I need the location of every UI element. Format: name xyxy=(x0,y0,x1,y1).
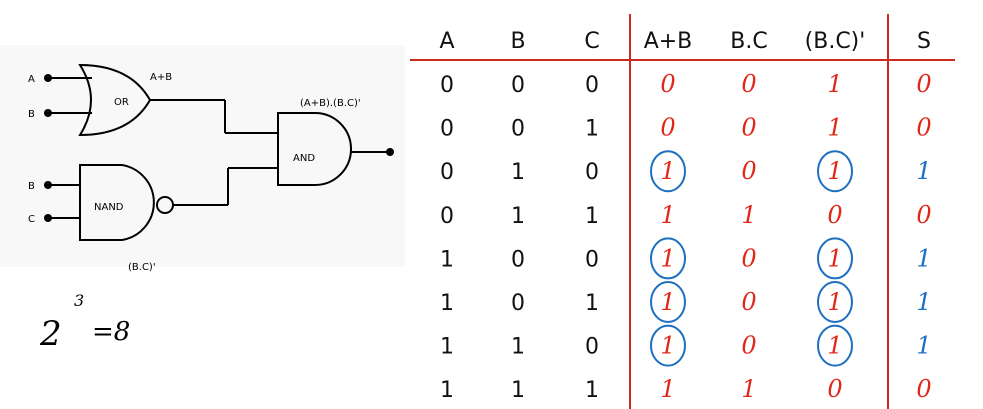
table-cell: 1 xyxy=(827,332,842,360)
table-cell: 1 xyxy=(440,291,454,316)
circuit-labels: A B B C OR NAND AND A+B (A+B).(B.C)' (B.… xyxy=(28,72,361,273)
table-cell: 1 xyxy=(585,117,599,142)
table-cell: 0 xyxy=(440,73,454,98)
table-cell: 1 xyxy=(511,378,525,403)
nand-gate xyxy=(79,164,155,241)
table-cell: 1 xyxy=(916,244,931,272)
header-cell: A+B xyxy=(644,29,693,54)
table-cell: 1 xyxy=(585,291,599,316)
signal-label: A+B xyxy=(150,72,172,83)
highlight-circle xyxy=(650,150,686,193)
table-cell: 0 xyxy=(660,114,675,142)
input-label: B xyxy=(28,109,35,120)
table-cell: 0 xyxy=(741,70,756,98)
highlight-circle xyxy=(650,237,686,280)
table-cell: 0 xyxy=(511,247,525,272)
table-cell: 0 xyxy=(585,73,599,98)
gate-label: NAND xyxy=(94,202,124,213)
note-result: =8 xyxy=(92,317,130,347)
table-cell: 0 xyxy=(440,204,454,229)
terminals xyxy=(44,74,394,222)
table-cell: 0 xyxy=(916,70,931,98)
table-cell: 0 xyxy=(585,335,599,360)
table-cell: 1 xyxy=(440,247,454,272)
signal-label: (A+B).(B.C)' xyxy=(300,98,361,109)
input-label: A xyxy=(28,74,35,85)
table-cell: 1 xyxy=(660,288,675,316)
table-cell: 0 xyxy=(916,201,931,229)
table-cell: 0 xyxy=(585,247,599,272)
table-cell: 1 xyxy=(916,332,931,360)
table-cell: 0 xyxy=(827,375,842,403)
table-cell: 1 xyxy=(660,375,675,403)
header-cell: B.C xyxy=(730,29,767,54)
table-cell: 0 xyxy=(440,117,454,142)
or-gate xyxy=(78,63,152,137)
table-cell: 0 xyxy=(741,157,756,185)
gate-label: AND xyxy=(293,153,315,164)
table-cell: 1 xyxy=(916,157,931,185)
truth-table: A B C A+B B.C (B.C)' S 0 0 0 0 0 1 0 0 0 1 0 0 1 0 0 1 0 1 0 1 1 0 1 1… xyxy=(439,29,931,403)
table-cell: 0 xyxy=(660,70,675,98)
highlight-circle xyxy=(817,281,853,323)
gate-label: OR xyxy=(114,97,129,108)
header-cell: B xyxy=(510,29,525,54)
table-cell: 0 xyxy=(916,114,931,142)
table-cell: 0 xyxy=(511,291,525,316)
table-cell: 1 xyxy=(741,201,756,229)
header-cell: (B.C)' xyxy=(805,29,866,54)
table-cell: 1 xyxy=(827,70,842,98)
table-cell: 1 xyxy=(660,244,675,272)
nand-bubble xyxy=(156,196,174,214)
note-base: 2 xyxy=(39,314,62,354)
table-cell: 1 xyxy=(827,244,842,272)
table-cell: 1 xyxy=(827,288,842,316)
table-rules xyxy=(410,14,955,409)
signal-label: (B.C)' xyxy=(128,262,156,273)
table-cell: 1 xyxy=(660,332,675,360)
highlight-circle xyxy=(650,281,686,323)
circuit-wires xyxy=(48,63,390,241)
table-cell: 1 xyxy=(511,160,525,185)
table-cell: 0 xyxy=(741,114,756,142)
input-label: C xyxy=(28,214,35,225)
table-cell: 1 xyxy=(511,335,525,360)
table-cell: 1 xyxy=(660,157,675,185)
table-cell: 0 xyxy=(741,332,756,360)
highlight-circle xyxy=(817,150,853,193)
input-label: B xyxy=(28,181,35,192)
table-cell: 0 xyxy=(440,160,454,185)
note-exponent: 3 xyxy=(74,291,84,310)
header-cell: S xyxy=(917,29,931,54)
and-gate xyxy=(277,112,352,186)
table-cell: 1 xyxy=(585,378,599,403)
note: 2 3 =8 xyxy=(39,291,130,354)
table-cell: 1 xyxy=(660,201,675,229)
table-cell: 1 xyxy=(827,114,842,142)
highlight-circle xyxy=(817,237,853,280)
table-cell: 0 xyxy=(916,375,931,403)
table-cell: 0 xyxy=(511,117,525,142)
header-cell: C xyxy=(584,29,599,54)
table-cell: 0 xyxy=(511,73,525,98)
table-cell: 1 xyxy=(916,288,931,316)
diagram-bg xyxy=(0,45,405,267)
table-cell: 0 xyxy=(741,244,756,272)
table-cell: 0 xyxy=(827,201,842,229)
highlight-circle xyxy=(650,324,686,367)
header-cell: A xyxy=(439,29,454,54)
table-cell: 1 xyxy=(511,204,525,229)
table-cell: 1 xyxy=(440,335,454,360)
table-cell: 0 xyxy=(585,160,599,185)
highlight-circle xyxy=(817,324,853,367)
table-cell: 0 xyxy=(741,288,756,316)
table-cell: 1 xyxy=(827,157,842,185)
table-cell: 1 xyxy=(585,204,599,229)
table-cell: 1 xyxy=(741,375,756,403)
table-cell: 1 xyxy=(440,378,454,403)
